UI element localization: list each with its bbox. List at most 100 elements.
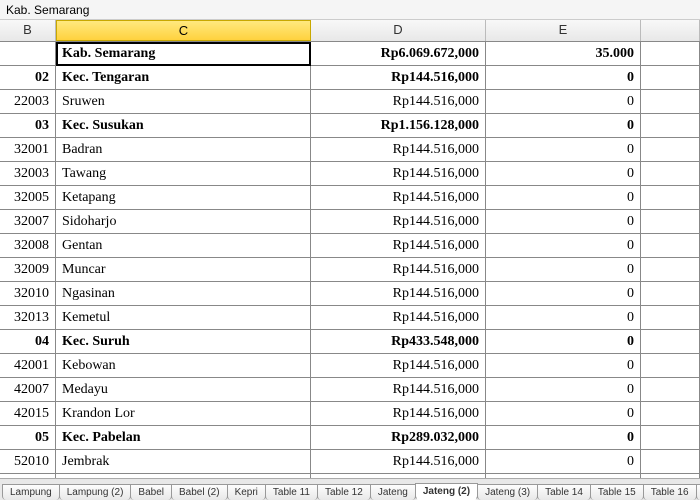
cell[interactable]: Jembrak — [56, 450, 311, 474]
cell[interactable] — [641, 210, 700, 234]
cell[interactable]: Ngasinan — [56, 282, 311, 306]
cell[interactable]: Rp144.516,000 — [311, 210, 486, 234]
cell[interactable]: Rp289.032,000 — [311, 426, 486, 450]
cell[interactable]: Sruwen — [56, 90, 311, 114]
cell[interactable]: Rp6.069.672,000 — [311, 42, 486, 66]
cell[interactable] — [641, 42, 700, 66]
table-row[interactable]: 32007SidoharjoRp144.516,0000 — [0, 210, 700, 234]
cell[interactable]: 32007 — [0, 210, 56, 234]
cell[interactable]: Kec. Tengaran — [56, 66, 311, 90]
cell[interactable]: Rp144.516,000 — [311, 186, 486, 210]
cell[interactable]: Rp144.516,000 — [311, 354, 486, 378]
table-row[interactable]: 05Kec. PabelanRp289.032,0000 — [0, 426, 700, 450]
cell[interactable] — [641, 426, 700, 450]
cell[interactable]: Badran — [56, 138, 311, 162]
cell[interactable]: Muncar — [56, 258, 311, 282]
sheet-tab[interactable]: Jateng — [370, 484, 416, 500]
cell[interactable]: Ketapang — [56, 186, 311, 210]
cell[interactable]: Gentan — [56, 234, 311, 258]
cell[interactable]: Tawang — [56, 162, 311, 186]
table-row[interactable]: 32003TawangRp144.516,0000 — [0, 162, 700, 186]
col-header-e[interactable]: E — [486, 20, 641, 41]
sheet-tab[interactable]: Table 14 — [537, 484, 591, 500]
col-header-b[interactable]: B — [0, 20, 56, 41]
cell[interactable] — [641, 234, 700, 258]
cell[interactable]: Rp144.516,000 — [311, 282, 486, 306]
cell[interactable]: Rp144.516,000 — [311, 378, 486, 402]
cell[interactable]: Rp144.516,000 — [311, 162, 486, 186]
cell[interactable]: 0 — [486, 162, 641, 186]
cell[interactable]: 32013 — [0, 306, 56, 330]
cell[interactable]: 32005 — [0, 186, 56, 210]
cell[interactable]: 42015 — [0, 402, 56, 426]
cell[interactable]: Rp433.548,000 — [311, 330, 486, 354]
sheet-tab[interactable]: Jateng (3) — [477, 484, 538, 500]
cell[interactable]: 0 — [486, 234, 641, 258]
cell[interactable]: 05 — [0, 426, 56, 450]
cell[interactable]: 0 — [486, 138, 641, 162]
table-row[interactable]: 42015Krandon LorRp144.516,0000 — [0, 402, 700, 426]
sheet-tab[interactable]: Babel — [130, 484, 172, 500]
cell[interactable]: 0 — [486, 306, 641, 330]
cell[interactable]: 0 — [486, 354, 641, 378]
cell[interactable]: 0 — [486, 402, 641, 426]
sheet-tab[interactable]: Table 12 — [317, 484, 371, 500]
cell[interactable]: Kab. Semarang — [56, 42, 311, 66]
cell[interactable] — [641, 114, 700, 138]
cell[interactable] — [641, 66, 700, 90]
cell[interactable] — [641, 258, 700, 282]
cell[interactable]: Kebowan — [56, 354, 311, 378]
table-row[interactable]: 22003SruwenRp144.516,0000 — [0, 90, 700, 114]
table-row[interactable]: 03Kec. SusukanRp1.156.128,0000 — [0, 114, 700, 138]
cell[interactable]: Kemetul — [56, 306, 311, 330]
cell[interactable] — [641, 330, 700, 354]
col-header-c[interactable]: C — [56, 20, 311, 41]
table-row[interactable]: Kab. SemarangRp6.069.672,00035.000 — [0, 42, 700, 66]
cell[interactable] — [641, 378, 700, 402]
cell[interactable]: Kec. Susukan — [56, 114, 311, 138]
cell[interactable]: Rp144.516,000 — [311, 138, 486, 162]
cell[interactable]: Rp144.516,000 — [311, 234, 486, 258]
table-row[interactable]: 32008GentanRp144.516,0000 — [0, 234, 700, 258]
cell[interactable]: Rp144.516,000 — [311, 90, 486, 114]
cell[interactable] — [641, 354, 700, 378]
sheet-tab[interactable]: Table 11 — [265, 484, 318, 500]
table-row[interactable]: 32010NgasinanRp144.516,0000 — [0, 282, 700, 306]
table-row[interactable]: 32013KemetulRp144.516,0000 — [0, 306, 700, 330]
cell[interactable] — [0, 42, 56, 66]
cell[interactable] — [641, 162, 700, 186]
cell[interactable]: Sidoharjo — [56, 210, 311, 234]
cell[interactable]: 0 — [486, 90, 641, 114]
cell[interactable]: 0 — [486, 66, 641, 90]
cell[interactable] — [641, 282, 700, 306]
cell[interactable]: 32009 — [0, 258, 56, 282]
col-header-d[interactable]: D — [311, 20, 486, 41]
sheet-tab[interactable]: Kepri — [227, 484, 266, 500]
sheet-tab[interactable]: Table 16 — [643, 484, 697, 500]
cell[interactable]: Rp144.516,000 — [311, 258, 486, 282]
cell[interactable]: 0 — [486, 282, 641, 306]
cell[interactable]: Rp1.156.128,000 — [311, 114, 486, 138]
sheet-tab[interactable]: Jateng (2) — [415, 483, 478, 500]
cell[interactable] — [641, 450, 700, 474]
cell[interactable]: 0 — [486, 258, 641, 282]
cell[interactable] — [641, 186, 700, 210]
formula-bar[interactable]: Kab. Semarang — [0, 0, 700, 20]
cell[interactable]: 22003 — [0, 90, 56, 114]
sheet-tab[interactable]: Tab — [696, 484, 700, 500]
cell[interactable] — [641, 138, 700, 162]
cell[interactable]: 35.000 — [486, 42, 641, 66]
cell[interactable]: 32003 — [0, 162, 56, 186]
cell[interactable]: 0 — [486, 114, 641, 138]
table-row[interactable]: 42001KebowanRp144.516,0000 — [0, 354, 700, 378]
cell[interactable]: Rp144.516,000 — [311, 402, 486, 426]
cell[interactable] — [641, 90, 700, 114]
cell[interactable]: 42001 — [0, 354, 56, 378]
sheet-tab[interactable]: Table 15 — [590, 484, 644, 500]
col-header-f[interactable] — [641, 20, 700, 41]
cell[interactable] — [641, 402, 700, 426]
table-row[interactable]: 04Kec. SuruhRp433.548,0000 — [0, 330, 700, 354]
table-row[interactable]: 52010JembrakRp144.516,0000 — [0, 450, 700, 474]
cell[interactable]: 0 — [486, 378, 641, 402]
cell[interactable]: 0 — [486, 210, 641, 234]
